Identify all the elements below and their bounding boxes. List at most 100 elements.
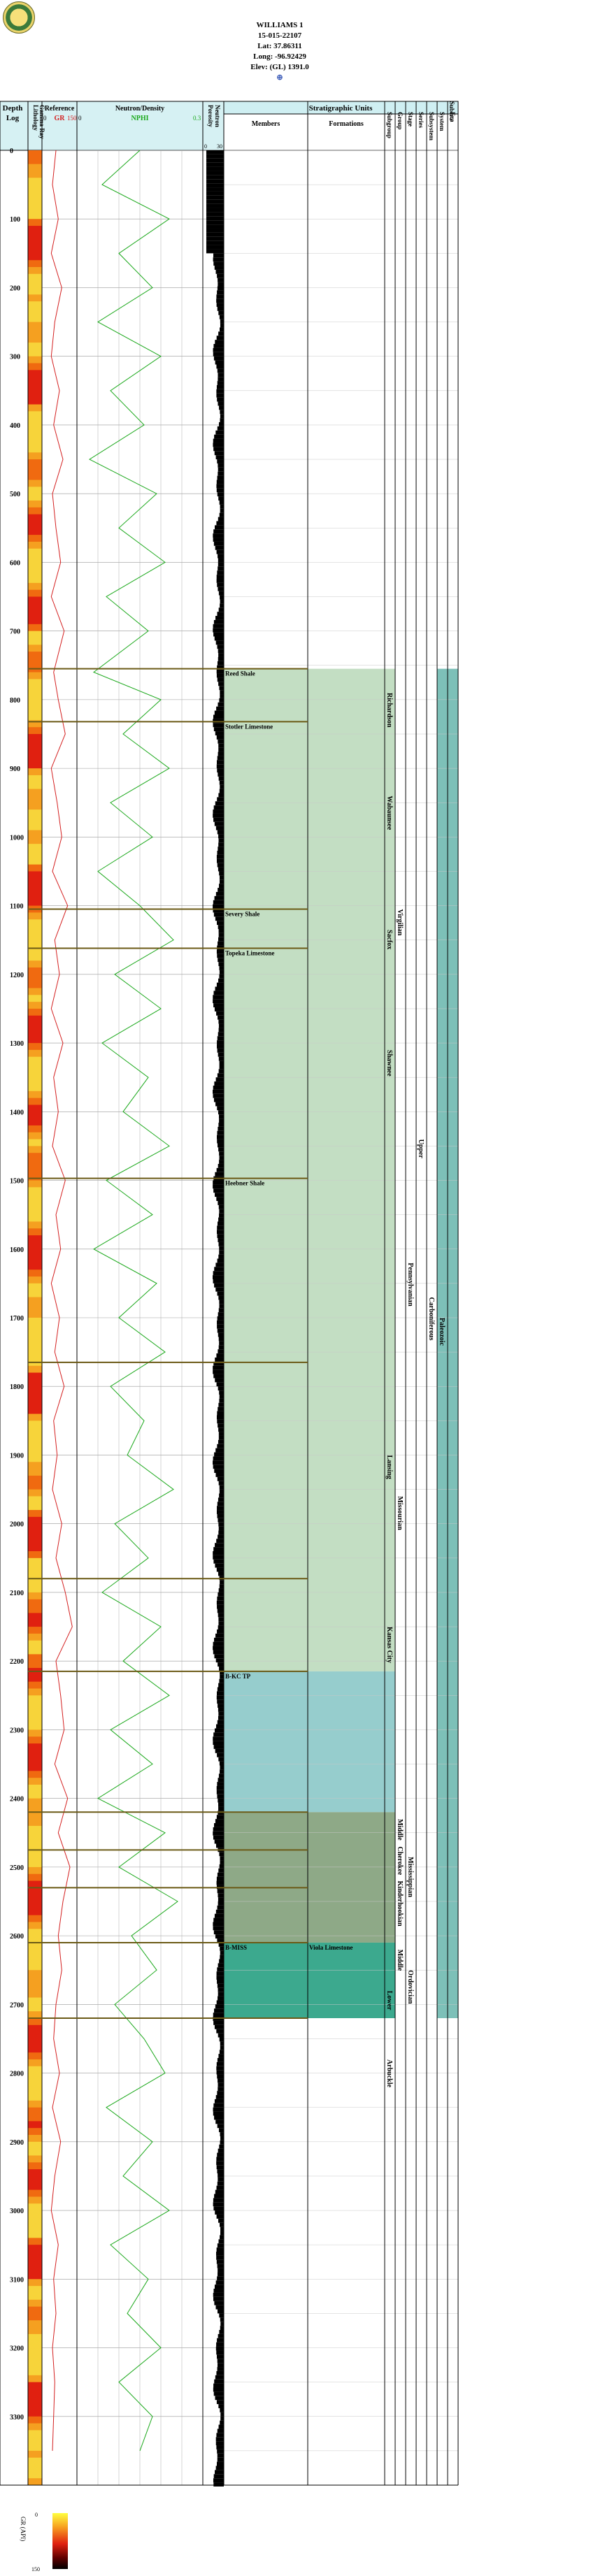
- lithology-cell: [28, 1557, 42, 1566]
- lithology-cell: [28, 157, 42, 165]
- porosity-bar: [216, 1815, 224, 1820]
- porosity-bar: [218, 278, 224, 282]
- lithology-cell: [28, 1544, 42, 1552]
- porosity-bar: [213, 1559, 224, 1564]
- depth-tick-label: 2000: [10, 1521, 24, 1529]
- porosity-bar: [215, 2305, 224, 2310]
- porosity-bar: [217, 2429, 224, 2433]
- porosity-bar: [206, 212, 224, 217]
- lithology-cell: [28, 370, 42, 377]
- porosity-bar: [216, 706, 224, 711]
- lithology-cell: [28, 1318, 42, 1325]
- porosity-bar: [215, 430, 224, 435]
- porosity-bar: [215, 2375, 224, 2380]
- porosity-bar: [216, 578, 224, 583]
- lithology-cell: [28, 1331, 42, 1339]
- lithology-cell: [28, 171, 42, 178]
- lithology-cell: [28, 810, 42, 817]
- porosity-bar: [218, 2173, 224, 2178]
- rank-header-3: Series: [418, 112, 425, 128]
- porosity-bar: [218, 558, 224, 563]
- porosity-bar: [215, 2280, 224, 2285]
- members-header: Members: [252, 120, 280, 128]
- lithology-cell: [28, 2080, 42, 2087]
- lithology-cell: [28, 2189, 42, 2197]
- lithology-cell: [28, 1708, 42, 1717]
- strat-block: [224, 1812, 395, 1943]
- lithology-cell: [28, 480, 42, 487]
- porosity-bar: [213, 1374, 224, 1379]
- lithology-cell: [28, 1352, 42, 1360]
- porosity-bar: [220, 508, 224, 513]
- rank-header-subera: Subera: [448, 101, 455, 121]
- lithology-cell: [28, 2031, 42, 2039]
- lithology-cell: [28, 631, 42, 638]
- porosity-bar: [213, 2387, 224, 2392]
- porosity-bar: [218, 925, 224, 929]
- lithology-cell: [28, 1441, 42, 1449]
- lithology-cell: [28, 445, 42, 453]
- lithology-cell: [28, 789, 42, 796]
- lithology-cell: [28, 754, 42, 762]
- lithology-cell: [28, 1510, 42, 1518]
- depth-tick-label: 0: [10, 147, 13, 155]
- lithology-cell: [28, 1242, 42, 1250]
- porosity-bar: [215, 1934, 224, 1939]
- lithology-cell: [28, 2094, 42, 2101]
- porosity-bar: [218, 463, 224, 468]
- lithology-cell: [28, 1132, 42, 1140]
- porosity-bar: [218, 962, 224, 967]
- porosity-bar: [215, 360, 224, 365]
- porosity-bar: [217, 954, 224, 958]
- porosity-bar: [218, 2033, 224, 2038]
- porosity-bar: [218, 1802, 224, 1807]
- lithology-cell: [28, 2224, 42, 2232]
- lithology-cell: [28, 267, 42, 275]
- lithology-cell: [28, 2396, 42, 2403]
- lithology-cell: [28, 878, 42, 886]
- porosity-bar: [218, 1242, 224, 1246]
- porosity-bar: [220, 603, 224, 608]
- porosity-bar: [213, 2206, 224, 2211]
- porosity-bar: [215, 891, 224, 896]
- porosity-bar: [219, 2037, 224, 2042]
- lithology-cell: [28, 1276, 42, 1284]
- porosity-bar: [218, 838, 224, 843]
- porosity-bar: [217, 1258, 224, 1263]
- porosity-bar: [213, 347, 224, 352]
- porosity-bar: [206, 228, 224, 233]
- porosity-bar: [216, 2161, 224, 2166]
- porosity-bar: [216, 764, 224, 769]
- porosity-bar: [213, 1646, 224, 1650]
- porosity-bar: [216, 2400, 224, 2405]
- strat-rank-label: Richardson: [385, 693, 393, 728]
- porosity-bar: [217, 851, 224, 855]
- porosity-bar: [218, 401, 224, 406]
- porosity-bar: [218, 1406, 224, 1411]
- porosity-bar: [219, 501, 224, 505]
- gr-min: 0: [43, 115, 47, 122]
- lithology-cell: [28, 1819, 42, 1827]
- porosity-bar: [213, 1093, 224, 1098]
- porosity-bar: [218, 1518, 224, 1523]
- lithology-cell: [28, 1304, 42, 1311]
- porosity-bar: [217, 2264, 224, 2268]
- porosity-bar: [219, 879, 224, 884]
- porosity-bar: [217, 756, 224, 761]
- lithology-cell: [28, 2024, 42, 2033]
- porosity-bar: [216, 2461, 224, 2466]
- porosity-bar: [215, 616, 224, 620]
- strat-rank-label: Arbuckle: [385, 2059, 393, 2088]
- porosity-bar: [218, 1163, 224, 1168]
- porosity-bar: [216, 1567, 224, 1572]
- porosity-bar: [218, 1201, 224, 1205]
- porosity-bar: [218, 2148, 224, 2153]
- porosity-bar: [218, 2078, 224, 2083]
- porosity-bar: [217, 1938, 224, 1943]
- porosity-bar: [215, 1909, 224, 1914]
- lithology-cell: [28, 1462, 42, 1469]
- lithology-cell: [28, 1613, 42, 1620]
- lithology-cell: [28, 2382, 42, 2389]
- porosity-bar: [219, 422, 224, 426]
